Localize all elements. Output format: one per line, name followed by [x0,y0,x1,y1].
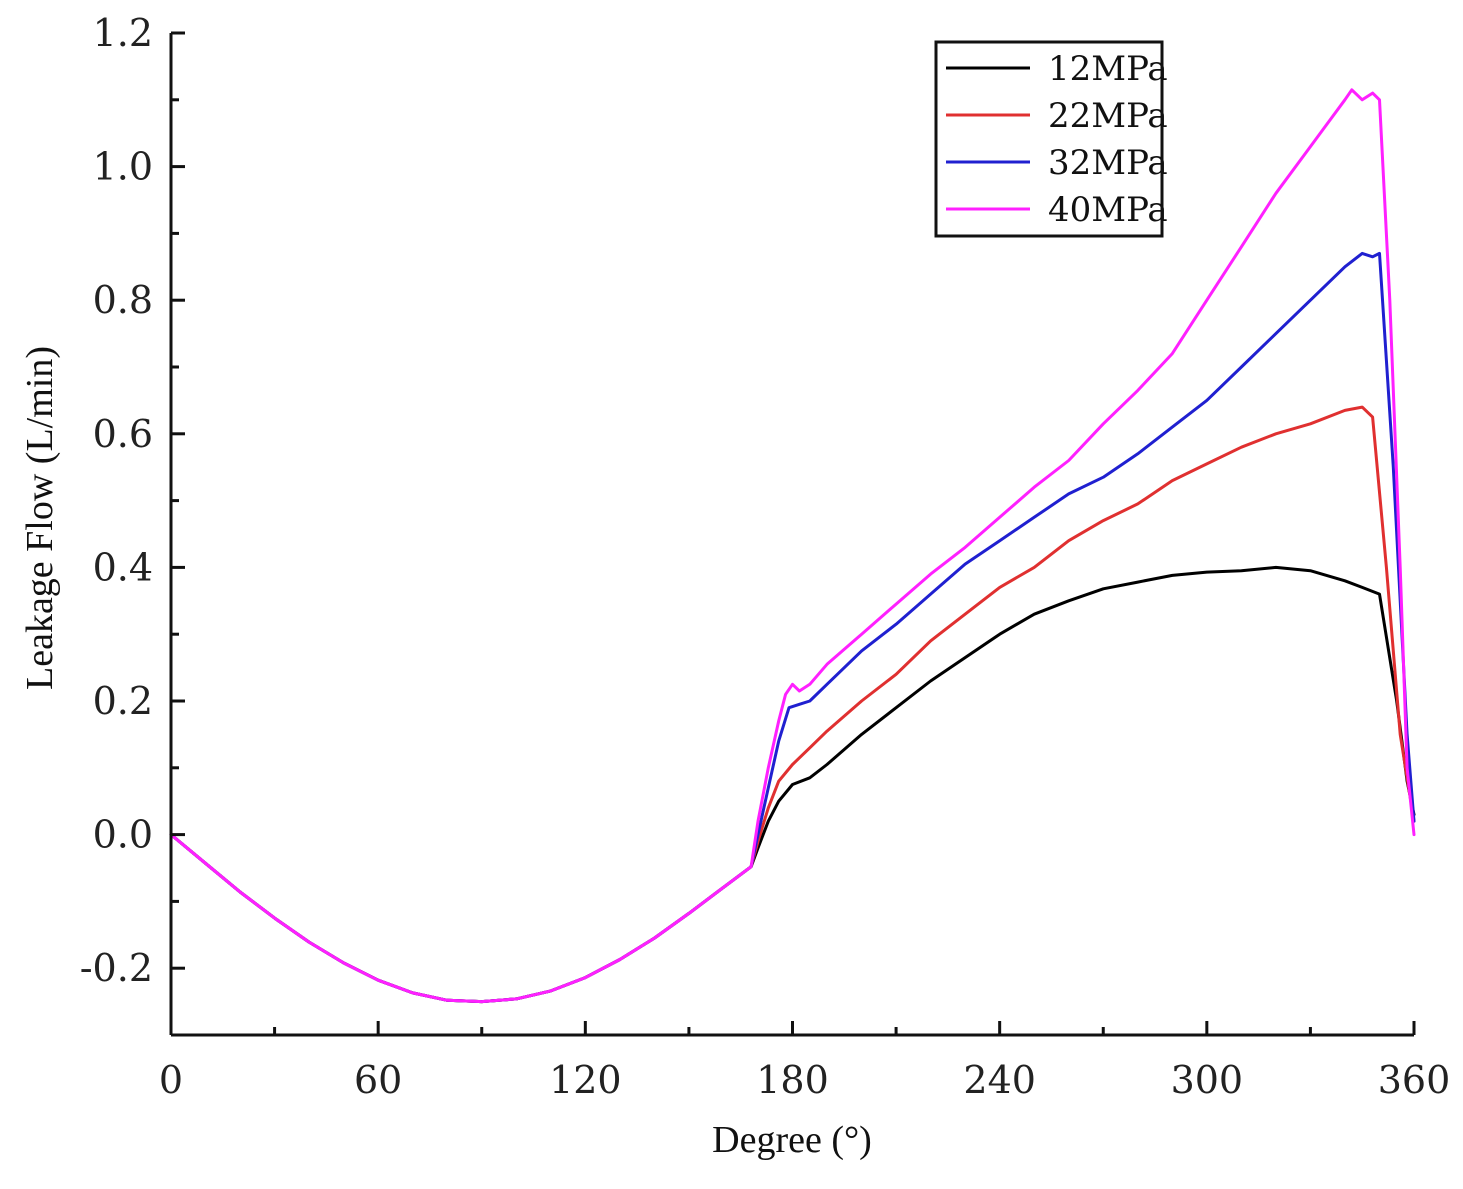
y-tick-label: 0.2 [93,679,153,723]
legend-label-32mpa: 32MPa [1048,143,1168,183]
y-tick-label: 0.0 [93,813,153,857]
series-layer [169,88,1416,1004]
series-line-12mpa [169,565,1416,1004]
y-tick-label: 1.0 [93,145,153,189]
x-tick-label: 360 [1378,1058,1451,1102]
x-tick-label: 180 [756,1058,829,1102]
x-tick-label: 60 [354,1058,402,1102]
legend-label-12mpa: 12MPa [1048,49,1168,89]
series-line-22mpa [169,405,1416,1004]
y-tick-label: 0.4 [93,545,153,589]
x-tick-label: 120 [549,1058,622,1102]
legend-box [934,40,1164,238]
legend-label-40mpa: 40MPa [1048,190,1168,230]
y-axis-title: Leakage Flow (L/min) [19,346,61,690]
series-line-32mpa [169,251,1416,1004]
y-tick-label: -0.2 [80,946,153,990]
x-axis-title: Degree (°) [712,1119,872,1161]
legend: 12MPa 22MPa 32MPa 40MPa [934,40,1168,238]
x-tick-label: 240 [963,1058,1036,1102]
ticks: 0 60 120 180 240 300 360 -0.2 0.0 0.2 0.4 0.6 0.8 1.0… [80,11,1451,1102]
series-line-40mpa [169,88,1416,1004]
x-tick-label: 0 [159,1058,183,1102]
y-tick-label: 1.2 [93,11,153,55]
axes [169,33,1414,1037]
x-tick-label: 300 [1171,1058,1244,1102]
y-tick-label: 0.8 [93,278,153,322]
y-tick-label: 0.6 [93,412,153,456]
legend-label-22mpa: 22MPa [1048,96,1168,136]
